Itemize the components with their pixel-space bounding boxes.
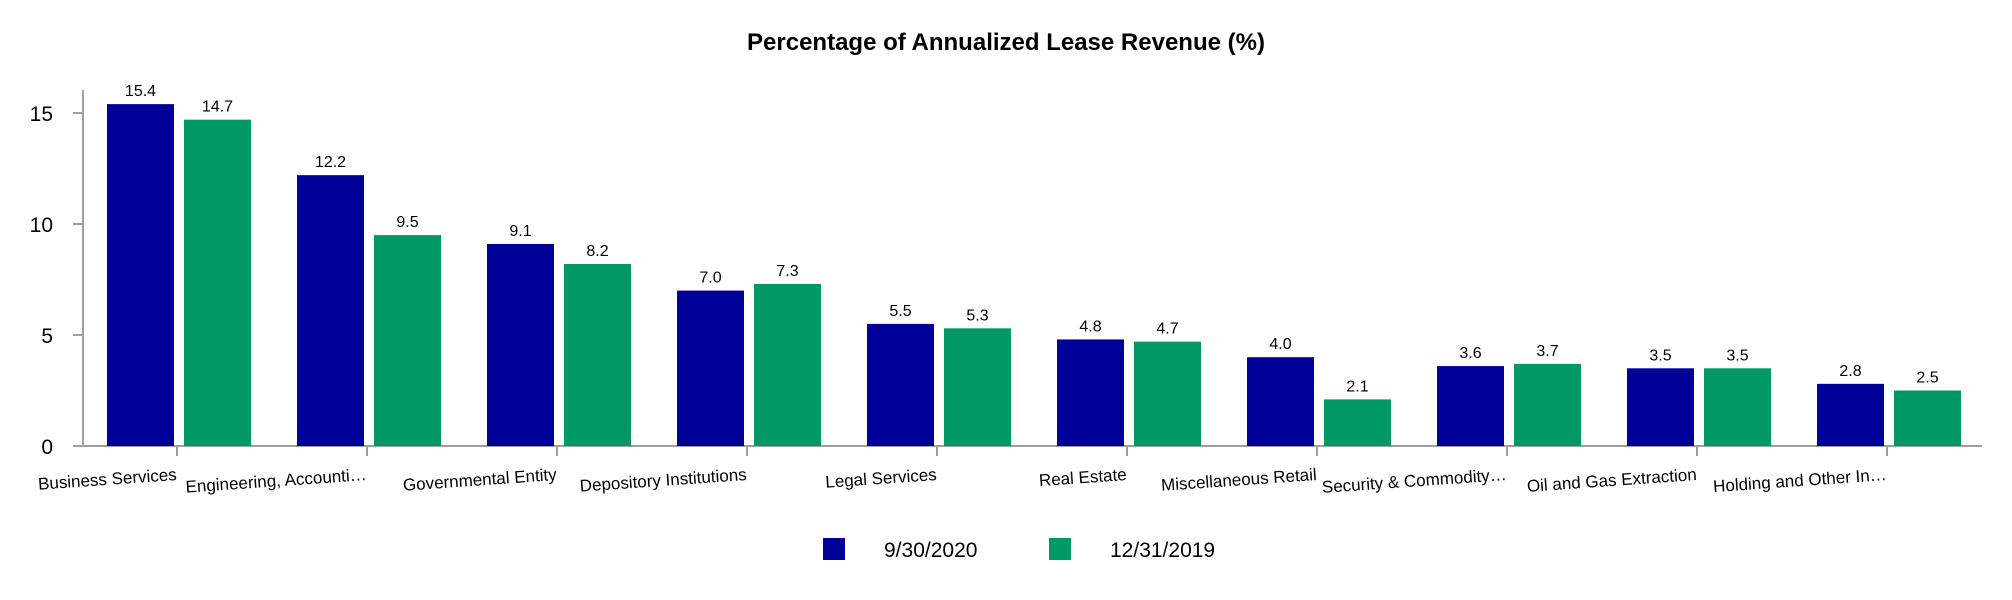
bar-series-1	[677, 290, 744, 446]
bar-series-2	[1134, 341, 1201, 446]
y-tick-label: 15	[30, 103, 53, 126]
x-axis: Business Services Engineering, Accounti… G…	[37, 445, 1982, 497]
data-label: 15.4	[125, 83, 156, 100]
legend: 9/30/2020 12/31/2019	[823, 538, 1215, 562]
data-label: 5.5	[889, 303, 911, 320]
data-label: 9.5	[396, 214, 418, 231]
bar-series-2	[754, 283, 821, 446]
data-label: 2.1	[1346, 378, 1368, 395]
x-tick-label: Oil and Gas Extraction	[1526, 465, 1697, 496]
legend-label: 12/31/2019	[1110, 539, 1215, 562]
bar-series-2	[1704, 368, 1771, 446]
legend-label: 9/30/2020	[884, 539, 977, 562]
x-tick-label: Depository Institutions	[579, 465, 747, 496]
x-tick-label: Miscellaneous Retail	[1160, 465, 1317, 495]
bar-series-2	[1514, 363, 1581, 446]
bar-series-2	[564, 263, 631, 446]
data-label: 4.8	[1079, 318, 1101, 335]
data-label: 7.0	[699, 270, 721, 287]
x-tick-label: Real Estate	[1038, 465, 1127, 490]
legend-swatch	[1049, 538, 1071, 560]
bar-series-1	[1057, 339, 1124, 446]
data-label: 14.7	[202, 99, 233, 116]
data-label: 3.7	[1536, 343, 1558, 360]
bar-series-2	[1324, 399, 1391, 446]
bar-series-1	[1247, 357, 1314, 446]
y-tick-label: 5	[41, 325, 53, 348]
data-label: 3.5	[1649, 347, 1671, 364]
x-tick-label: Engineering, Accounti…	[185, 465, 367, 497]
x-tick-label: Holding and Other In…	[1712, 465, 1887, 496]
x-tick-label: Business Services	[37, 465, 177, 494]
x-tick-label: Legal Services	[825, 465, 938, 492]
bar-series-1	[297, 175, 364, 446]
bar-series-2	[374, 235, 441, 446]
chart-title: Percentage of Annualized Lease Revenue (…	[747, 29, 1265, 56]
x-tick-label: Security & Commodity…	[1321, 465, 1507, 497]
y-tick-label: 0	[41, 436, 53, 459]
bar-series-2	[184, 119, 251, 446]
data-label: 3.6	[1459, 345, 1481, 362]
bar-series-1	[487, 243, 554, 446]
data-label: 2.8	[1839, 363, 1861, 380]
bar-series-1	[107, 104, 174, 447]
bar-series-2	[1894, 390, 1961, 446]
data-label: 9.1	[509, 223, 531, 240]
x-tick-label: Governmental Entity	[402, 465, 557, 495]
data-label: 5.3	[966, 307, 988, 324]
bar-series-1	[867, 323, 934, 446]
legend-swatch	[823, 538, 845, 560]
data-labels: 15.4 12.2 9.1 7.0 5.5 4.8 4.0 3.6 3.5 2.8 14.7 9.5 8…	[125, 83, 1939, 395]
bar-series-1	[1437, 366, 1504, 446]
bar-series-2	[944, 328, 1011, 446]
data-label: 3.5	[1726, 347, 1748, 364]
data-label: 8.2	[586, 243, 608, 260]
y-tick-label: 10	[30, 214, 53, 237]
data-label: 12.2	[315, 154, 346, 171]
data-label: 4.0	[1269, 336, 1291, 353]
bar-series-1	[1817, 383, 1884, 446]
y-axis: 0 5 10 15	[30, 90, 84, 459]
data-label: 2.5	[1916, 370, 1938, 387]
bars	[107, 104, 1961, 447]
data-label: 7.3	[776, 263, 798, 280]
bar-series-1	[1627, 368, 1694, 446]
data-label: 4.7	[1156, 321, 1178, 338]
